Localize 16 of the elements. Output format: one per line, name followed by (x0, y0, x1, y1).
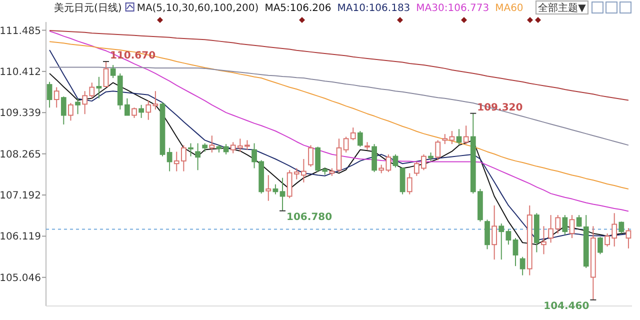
y-tick-label: 108.265 (0, 149, 41, 160)
annotation: 104.460 (544, 300, 590, 312)
text: MA5:106.206 (264, 3, 332, 14)
y-tick-label: 105.046 (0, 272, 41, 284)
text: MA10:106.183 (337, 3, 410, 14)
text: MA60 (495, 3, 524, 14)
chart-subtitle: MA(5,10,30,60,100,200) (136, 3, 259, 14)
y-tick-label: 110.412 (0, 66, 41, 78)
chart-title: 美元日元(日线) (54, 2, 122, 14)
y-tick-label: 111.485 (0, 26, 41, 37)
y-tick-label: 107.192 (0, 190, 41, 202)
y-tick-label: 106.119 (0, 232, 41, 243)
annotation: 106.780 (286, 212, 332, 223)
button: 全部主题▼ (536, 0, 588, 14)
text: MA30:106.773 (416, 3, 490, 14)
y-tick-label: 109.339 (0, 108, 41, 120)
